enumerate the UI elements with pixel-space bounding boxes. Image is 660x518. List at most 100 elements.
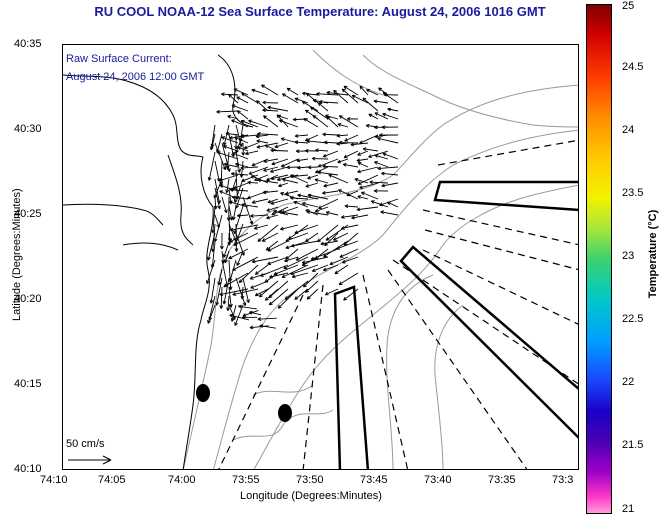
current-vector-icon [382, 112, 399, 120]
current-vector-icon [291, 272, 309, 279]
current-vector-icon [206, 259, 216, 284]
current-vector-icon [221, 196, 228, 214]
current-vector-icon [357, 161, 369, 168]
current-vector-icon [261, 84, 279, 96]
current-vector-icon [342, 162, 359, 168]
current-vector-icon [217, 268, 223, 286]
current-vector-icon [307, 165, 319, 170]
current-vector-icon [281, 93, 299, 104]
current-vector-icon [254, 264, 269, 275]
current-vector-icon [230, 304, 237, 322]
current-vector-icon [251, 88, 269, 96]
current-vector-icon [284, 256, 299, 263]
xtick-label: 73:3 [552, 474, 574, 486]
current-vector-icon [311, 264, 329, 273]
current-vector-icon [293, 200, 309, 208]
current-vector-icon [235, 277, 247, 307]
current-vector-icon [219, 232, 224, 250]
current-vector-icon [304, 148, 319, 153]
current-vector-icon [379, 133, 399, 138]
current-vector-icon [234, 133, 239, 150]
ytick-label: 40:15 [14, 378, 42, 390]
current-vector-icon [311, 156, 329, 161]
current-vector-icon [307, 193, 329, 200]
current-vector-icon [236, 110, 249, 120]
current-vector-icon [224, 250, 230, 264]
current-vector-icon [210, 133, 216, 148]
current-vector-icon [294, 140, 309, 145]
colorbar-tick: 24 [622, 124, 635, 136]
current-vector-icon [267, 198, 279, 204]
current-vector-icon [232, 256, 259, 271]
current-vector-icon [339, 248, 359, 258]
current-vector-icon [343, 150, 359, 159]
current-vector-icon [315, 166, 329, 174]
current-vector-icon [374, 154, 389, 160]
current-vector-icon [249, 325, 269, 330]
current-vector-icon [236, 250, 244, 266]
current-vector-icon [238, 304, 257, 310]
current-vector-icon [380, 210, 399, 216]
current-vector-icon [263, 158, 279, 163]
colorbar-tick: 24.5 [622, 61, 644, 73]
colorbar-tick: 21.5 [622, 439, 644, 451]
map-plot-area: Raw Surface Current: August 24, 2006 12:… [62, 44, 579, 470]
current-vector-icon [213, 214, 223, 243]
current-vector-icon [329, 256, 349, 266]
current-vector-icon [322, 164, 339, 169]
current-vector-icon [228, 93, 239, 104]
xtick-label: 73:45 [360, 474, 388, 486]
current-vector-icon [263, 166, 279, 172]
current-vector-icon [289, 196, 309, 200]
colorbar-tick: 23 [622, 250, 635, 262]
current-vector-icon [247, 180, 259, 185]
current-vector-icon [236, 213, 249, 218]
current-vector-icon [322, 264, 339, 272]
exclusion-polygons [333, 180, 578, 469]
current-vector-icon [226, 295, 230, 311]
scale-label: 50 cm/s [66, 438, 105, 450]
current-vector-icon [234, 304, 244, 326]
xtick-label: 73:55 [232, 474, 260, 486]
current-vector-icon [322, 190, 339, 195]
current-vector-icon [373, 99, 389, 104]
current-vector-icon [229, 313, 250, 321]
current-vector-icon [248, 119, 269, 128]
current-vector-icon [277, 288, 299, 309]
current-vector-icon [314, 206, 329, 213]
current-vector-icon [368, 113, 379, 120]
current-vector-icon [253, 224, 269, 230]
current-vector-icon [215, 277, 223, 306]
current-vector-icon [208, 304, 216, 321]
current-vector-icon [305, 92, 319, 104]
current-vector-icon [297, 165, 309, 170]
current-vector-icon [301, 101, 319, 112]
current-vector-icon [362, 97, 379, 112]
current-vector-icon [359, 85, 369, 96]
current-vector-icon [274, 142, 289, 149]
current-vector-icon [357, 195, 369, 200]
current-vector-icon [320, 240, 339, 246]
xtick-label: 74:05 [98, 474, 126, 486]
current-vector-icon [285, 190, 299, 196]
current-vector-icon [233, 178, 244, 203]
current-vector-icon [294, 288, 309, 300]
bathymetry-contours [182, 49, 578, 469]
colorbar-tick: 21 [622, 503, 635, 515]
current-vector-icon [294, 133, 309, 138]
current-vector-icon [370, 200, 389, 208]
current-vector-icon [290, 264, 319, 276]
xtick-label: 74:10 [40, 474, 68, 486]
current-vector-icon [231, 104, 249, 112]
current-vector-icon [344, 134, 359, 142]
current-vector-icon [278, 210, 299, 216]
current-vector-icon [232, 288, 259, 296]
current-vector-icon [312, 114, 329, 128]
current-vector-icon [251, 198, 269, 204]
current-vector-icon [231, 119, 249, 128]
current-vector-icon [386, 201, 399, 208]
map-title: RU COOL NOAA-12 Sea Surface Temperature:… [94, 4, 546, 19]
current-vector-icon [333, 232, 349, 241]
current-vector-icon [295, 248, 319, 261]
current-vector-icon [233, 88, 249, 96]
